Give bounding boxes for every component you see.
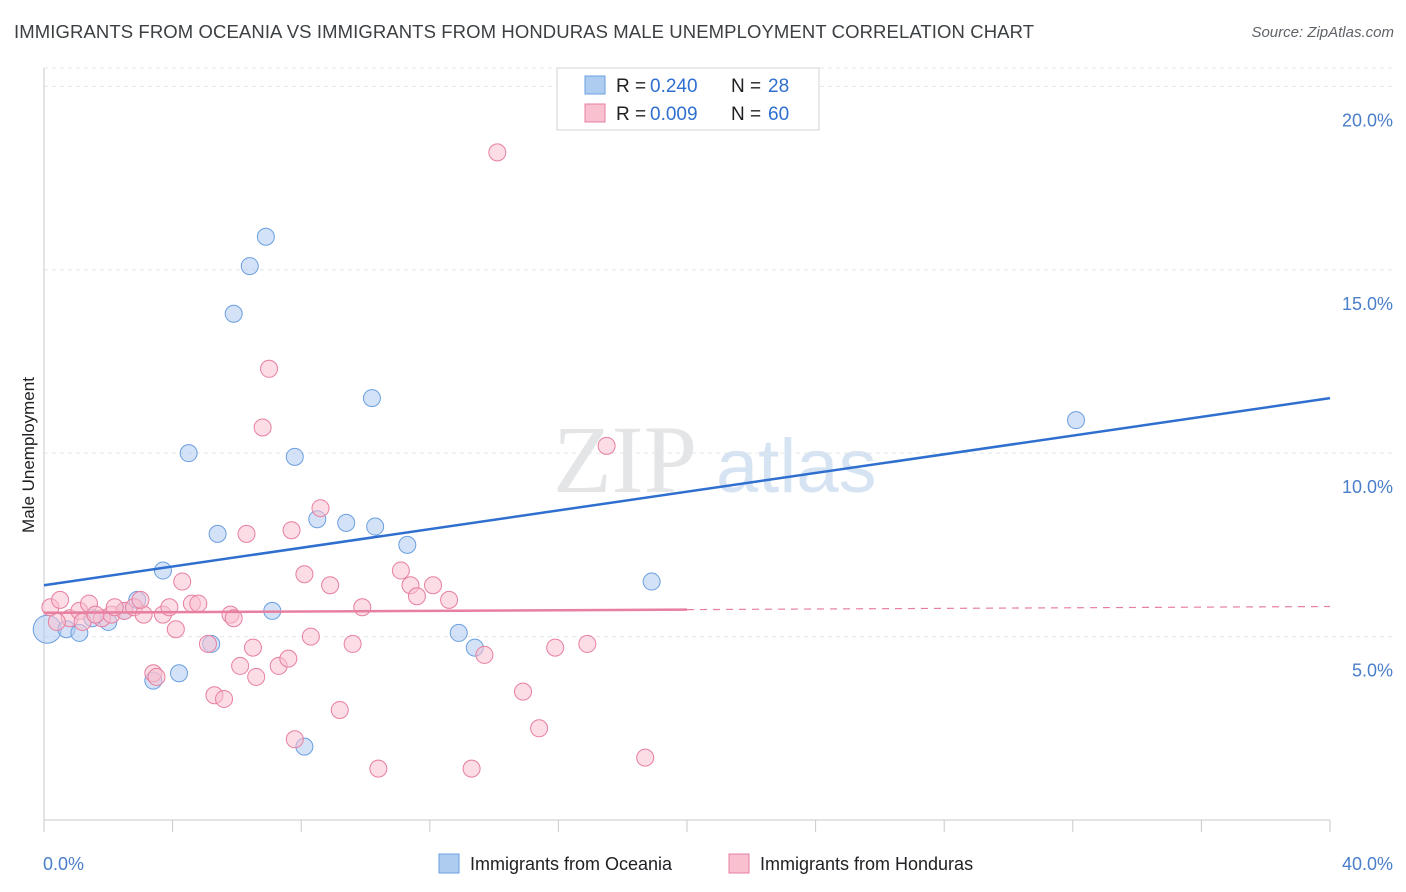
honduras-point	[166, 620, 185, 639]
honduras-point	[311, 499, 330, 518]
gridlines	[44, 67, 1394, 638]
honduras-point	[330, 700, 349, 719]
legend-r-label-oceania: R =	[616, 76, 646, 97]
oceania-point	[256, 227, 275, 246]
honduras-point	[514, 682, 533, 701]
oceania-point	[449, 623, 468, 642]
legend-swatch-oceania	[584, 75, 606, 95]
oceania-point	[1067, 411, 1086, 430]
bottom-legend-label-oceania: Immigrants from Oceania	[470, 854, 673, 874]
honduras-point	[636, 748, 655, 767]
honduras-point	[462, 759, 481, 778]
top-legend: R = 0.240 N = 28 R = 0.009 N = 60	[556, 67, 820, 131]
honduras-point	[173, 572, 192, 591]
bottom-legend-swatch-oceania	[438, 853, 460, 874]
honduras-point	[231, 656, 250, 675]
honduras-point	[343, 634, 362, 653]
honduras-point	[279, 649, 298, 668]
honduras-point	[260, 359, 279, 378]
honduras-point	[321, 576, 340, 595]
y-axis-tick-labels: 5.0% 10.0% 15.0% 20.0%	[1342, 110, 1393, 680]
oceania-point	[366, 517, 385, 536]
honduras-point	[47, 612, 66, 631]
oceania-point	[224, 304, 243, 323]
honduras-point	[369, 759, 388, 778]
honduras-point	[86, 605, 105, 624]
honduras-point	[282, 521, 301, 540]
legend-n-label-honduras: N =	[731, 104, 761, 125]
y-tick-label: 5.0%	[1352, 661, 1393, 681]
series-honduras-points	[41, 143, 655, 778]
bottom-legend-swatch-honduras	[728, 853, 750, 874]
honduras-point	[147, 667, 166, 686]
source-label: Source: ZipAtlas.com	[1251, 24, 1394, 41]
oceania-point	[153, 561, 172, 580]
oceania-point	[240, 257, 259, 276]
oceania-point	[179, 444, 198, 463]
oceania-point	[337, 513, 356, 532]
trend-line-honduras	[43, 608, 688, 614]
oceania-point	[170, 664, 189, 683]
honduras-point	[51, 590, 70, 609]
chart-title: IMMIGRANTS FROM OCEANIA VS IMMIGRANTS FR…	[14, 21, 1035, 42]
honduras-point	[578, 634, 597, 653]
honduras-point	[131, 590, 150, 609]
y-tick-label: 20.0%	[1342, 110, 1393, 130]
honduras-point	[285, 730, 304, 749]
honduras-point	[391, 561, 410, 580]
legend-r-label-honduras: R =	[616, 104, 646, 125]
honduras-point	[198, 634, 217, 653]
honduras-point	[475, 645, 494, 664]
honduras-point	[301, 627, 320, 646]
honduras-point	[530, 719, 549, 738]
honduras-point	[189, 594, 208, 613]
bottom-legend: Immigrants from Oceania Immigrants from …	[438, 853, 973, 874]
legend-r-value-oceania: 0.240	[650, 76, 698, 97]
oceania-point	[285, 447, 304, 466]
honduras-point	[440, 590, 459, 609]
honduras-point	[424, 576, 443, 595]
legend-n-value-oceania: 28	[768, 76, 789, 97]
watermark-zip: ZIP	[553, 406, 697, 513]
watermark: ZIP atlas	[553, 406, 877, 513]
y-tick-label: 15.0%	[1342, 294, 1393, 314]
honduras-point	[546, 638, 565, 657]
honduras-point	[353, 598, 372, 617]
honduras-point	[253, 418, 272, 437]
y-axis-title: Male Unemployment	[19, 377, 38, 533]
honduras-point	[237, 524, 256, 543]
y-tick-label: 10.0%	[1342, 477, 1393, 497]
oceania-point	[398, 535, 417, 554]
honduras-point	[597, 436, 616, 455]
honduras-point	[247, 667, 266, 686]
trend-line-oceania	[43, 396, 1331, 587]
oceania-point	[642, 572, 661, 591]
x-axis-ticks	[43, 820, 1331, 832]
honduras-point	[295, 565, 314, 584]
trend-lines	[43, 396, 1331, 614]
x-tick-label-max: 40.0%	[1342, 854, 1393, 874]
honduras-point	[243, 638, 262, 657]
honduras-point	[215, 689, 234, 708]
oceania-point	[362, 389, 381, 408]
honduras-point	[224, 609, 243, 628]
watermark-atlas: atlas	[716, 424, 877, 509]
honduras-point	[488, 143, 507, 162]
trend-line-honduras-dashed	[686, 605, 1331, 611]
legend-n-value-honduras: 60	[768, 104, 789, 125]
x-tick-label-min: 0.0%	[43, 854, 84, 874]
legend-n-label-oceania: N =	[731, 76, 761, 97]
legend-r-value-honduras: 0.009	[650, 104, 698, 125]
honduras-point	[134, 605, 153, 624]
honduras-point	[407, 587, 426, 606]
legend-swatch-honduras	[584, 103, 606, 123]
bottom-legend-label-honduras: Immigrants from Honduras	[760, 854, 973, 874]
oceania-point	[208, 524, 227, 543]
